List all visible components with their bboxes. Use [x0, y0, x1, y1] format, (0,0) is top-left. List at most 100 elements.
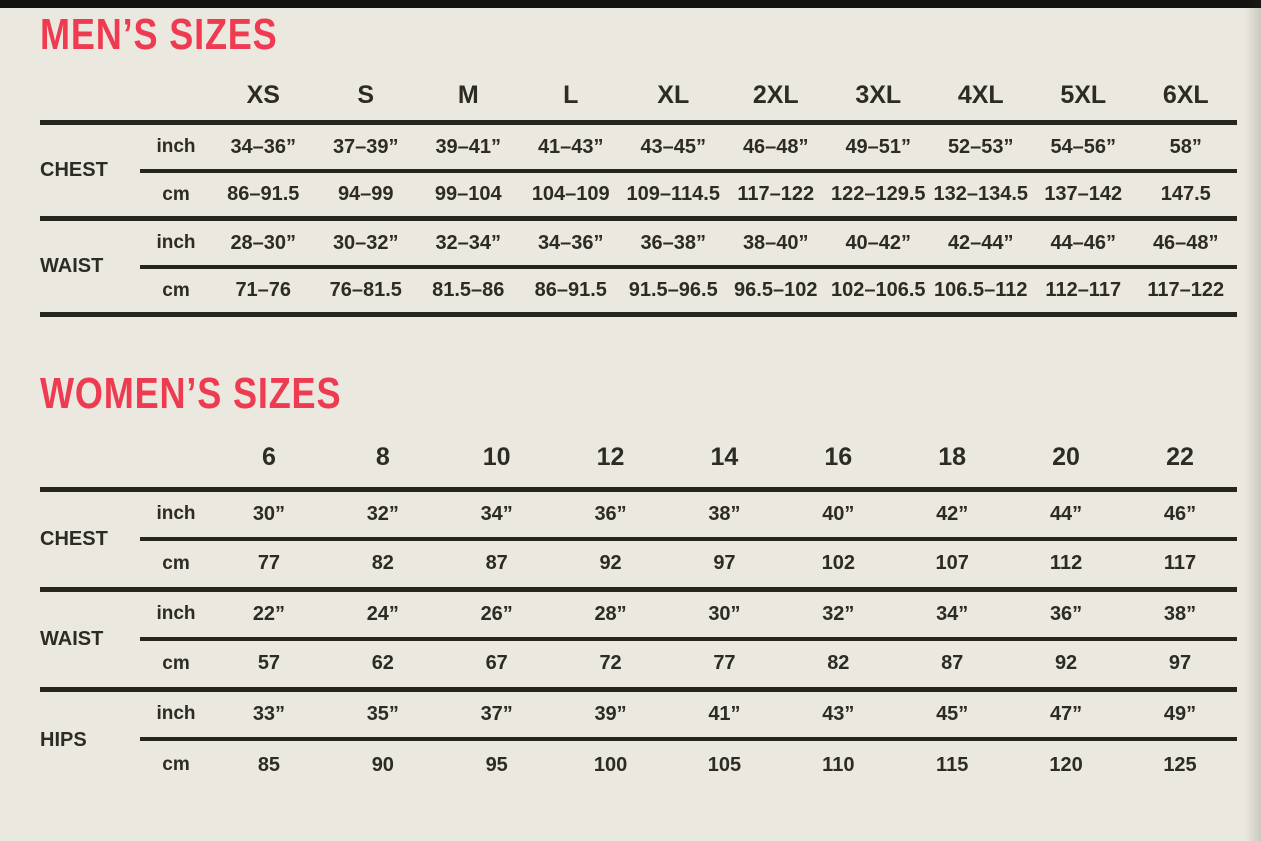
size-value-cell: 41–43” [519, 122, 622, 173]
unit-label: inch [140, 589, 212, 642]
unit-label: cm [140, 539, 212, 592]
size-value-cell: 90 [371, 753, 394, 776]
size-value-cell: 49–51” [827, 122, 930, 173]
size-value-cell: 105 [707, 753, 742, 776]
size-column-header: 20 [1009, 429, 1123, 492]
size-value-cell: 58” [1134, 122, 1237, 173]
size-value-cell: 34–36” [212, 122, 315, 173]
size-value-cell: 95 [485, 753, 508, 776]
chest-inch-row: CHEST inch 30” 32” 34” 36” 38” 40” 42” 44” 46” [40, 489, 1237, 592]
size-value-cell: 99–104 [417, 170, 520, 222]
size-value-cell: 109–114.5 [622, 170, 725, 222]
size-column-header: 4XL [929, 69, 1032, 126]
size-column-header: 16 [781, 429, 896, 492]
unit-label: inch [140, 489, 212, 542]
size-column-header: 6XL [1134, 69, 1237, 126]
size-value-cell: 86–91.5 [519, 266, 622, 318]
size-value-cell: 32” [781, 589, 896, 642]
size-column-header: XL [622, 69, 725, 126]
size-value-cell: 37” [439, 689, 554, 742]
size-value-cell: 36” [553, 489, 668, 542]
size-value-cell: 57 [212, 639, 326, 692]
size-value-cell: 46” [1123, 489, 1237, 542]
size-value-cell: 77 [667, 639, 782, 692]
size-value-cell: 94–99 [314, 170, 417, 222]
size-value-cell: 46–48” [724, 122, 827, 173]
size-value-cell: 132–134.5 [929, 170, 1032, 222]
size-value-cell: 92 [1009, 639, 1123, 692]
unit-label: inch [140, 689, 212, 742]
size-column-header: XS [212, 69, 315, 126]
size-column-header: 2XL [724, 69, 827, 126]
size-value-cell: 34” [895, 589, 1010, 642]
size-value-cell: 41” [667, 689, 782, 742]
mens-size-table: XS S M L XL 2XL 3XL 4XL 5XL 6XL CHEST inch 34–36” 37–… [40, 69, 1237, 318]
womens-size-table: 6 8 10 12 14 16 18 20 22 CHEST inch 30” 32” 34” 36” 38”… [40, 429, 1237, 789]
unit-label: inch [140, 218, 212, 269]
size-column-header: 22 [1123, 429, 1237, 492]
size-value-cell: 117–122 [1134, 266, 1237, 318]
size-value-cell: 47” [1009, 689, 1123, 742]
size-value-cell: 81.5–86 [417, 266, 520, 318]
waist-inch-row: WAIST inch 22” 24” 26” 28” 30” 32” 34” 36” 38” [40, 589, 1237, 692]
size-value-cell: 120 [1049, 753, 1083, 776]
size-value-cell: 117 [1123, 539, 1237, 592]
size-value-cell: 62 [325, 639, 440, 692]
measurement-row-label: HIPS [40, 728, 87, 751]
size-value-cell: 110 [822, 753, 855, 776]
size-value-cell: 37–39” [314, 122, 417, 173]
mens-sizes-title: MEN’S SIZES [40, 10, 278, 59]
unit-label: cm [140, 170, 212, 222]
size-value-cell: 33” [212, 689, 326, 742]
size-value-cell: 43–45” [622, 122, 725, 173]
size-value-cell: 49” [1123, 689, 1237, 742]
size-value-cell: 82 [325, 539, 440, 592]
size-value-cell: 137–142 [1032, 170, 1135, 222]
womens-sizes-title: WOMEN’S SIZES [40, 369, 342, 419]
size-column-header: L [519, 69, 622, 126]
size-column-header: S [314, 69, 417, 126]
size-value-cell: 26” [439, 589, 554, 642]
hips-inch-row: HIPS inch 33” 35” 37” 39” 41” 43” 45” 47” 49” [40, 689, 1237, 751]
size-value-cell: 43” [781, 689, 896, 742]
size-value-cell: 87 [439, 539, 554, 592]
chest-cm-row: cm 86–91.5 94–99 99–104 104–109 109–114.5 117–… [40, 170, 1237, 222]
womens-sizes-section: WOMEN’S SIZES 6 8 10 12 14 16 18 20 22 CHEST inch 3… [0, 369, 1261, 789]
mens-sizes-section: MEN’S SIZES XS S M L XL 2XL 3XL 4XL 5XL 6XL CHEST i… [0, 10, 1261, 318]
size-value-cell: 96.5–102 [724, 266, 827, 318]
size-value-cell: 86–91.5 [212, 170, 315, 222]
unit-label: cm [140, 639, 212, 692]
size-value-cell: 87 [895, 639, 1010, 692]
size-value-cell: 97 [1123, 639, 1237, 692]
measurement-row-label: CHEST [40, 122, 140, 222]
size-value-cell: 40–42” [827, 218, 930, 269]
size-value-cell: 38–40” [724, 218, 827, 269]
size-value-cell: 106.5–112 [929, 266, 1032, 318]
size-value-cell: 32” [325, 489, 440, 542]
size-value-cell: 36” [1009, 589, 1123, 642]
size-value-cell: 30–32” [314, 218, 417, 269]
size-value-cell: 28–30” [212, 218, 315, 269]
size-value-cell: 71–76 [212, 266, 315, 318]
size-value-cell: 100 [593, 753, 628, 776]
size-column-header: 3XL [827, 69, 930, 126]
size-column-header: 6 [212, 429, 326, 492]
size-value-cell: 32–34” [417, 218, 520, 269]
size-value-cell: 42” [895, 489, 1010, 542]
size-value-cell: 30” [667, 589, 782, 642]
size-value-cell: 54–56” [1032, 122, 1135, 173]
size-value-cell: 38” [667, 489, 782, 542]
size-value-cell: 115 [936, 753, 969, 776]
size-value-cell: 102–106.5 [827, 266, 930, 318]
measurement-row-label: WAIST [40, 218, 140, 318]
unit-label: inch [140, 122, 212, 173]
size-value-cell: 112 [1009, 539, 1123, 592]
measurement-row-label: WAIST [40, 589, 140, 692]
size-chart-page: MEN’S SIZES XS S M L XL 2XL 3XL 4XL 5XL 6XL CHEST i… [0, 0, 1261, 789]
size-header-row: XS S M L XL 2XL 3XL 4XL 5XL 6XL [40, 69, 1237, 126]
size-value-cell: 44–46” [1032, 218, 1135, 269]
size-value-cell: 122–129.5 [827, 170, 930, 222]
size-value-cell: 46–48” [1134, 218, 1237, 269]
size-value-cell: 39–41” [417, 122, 520, 173]
size-value-cell: 52–53” [929, 122, 1032, 173]
